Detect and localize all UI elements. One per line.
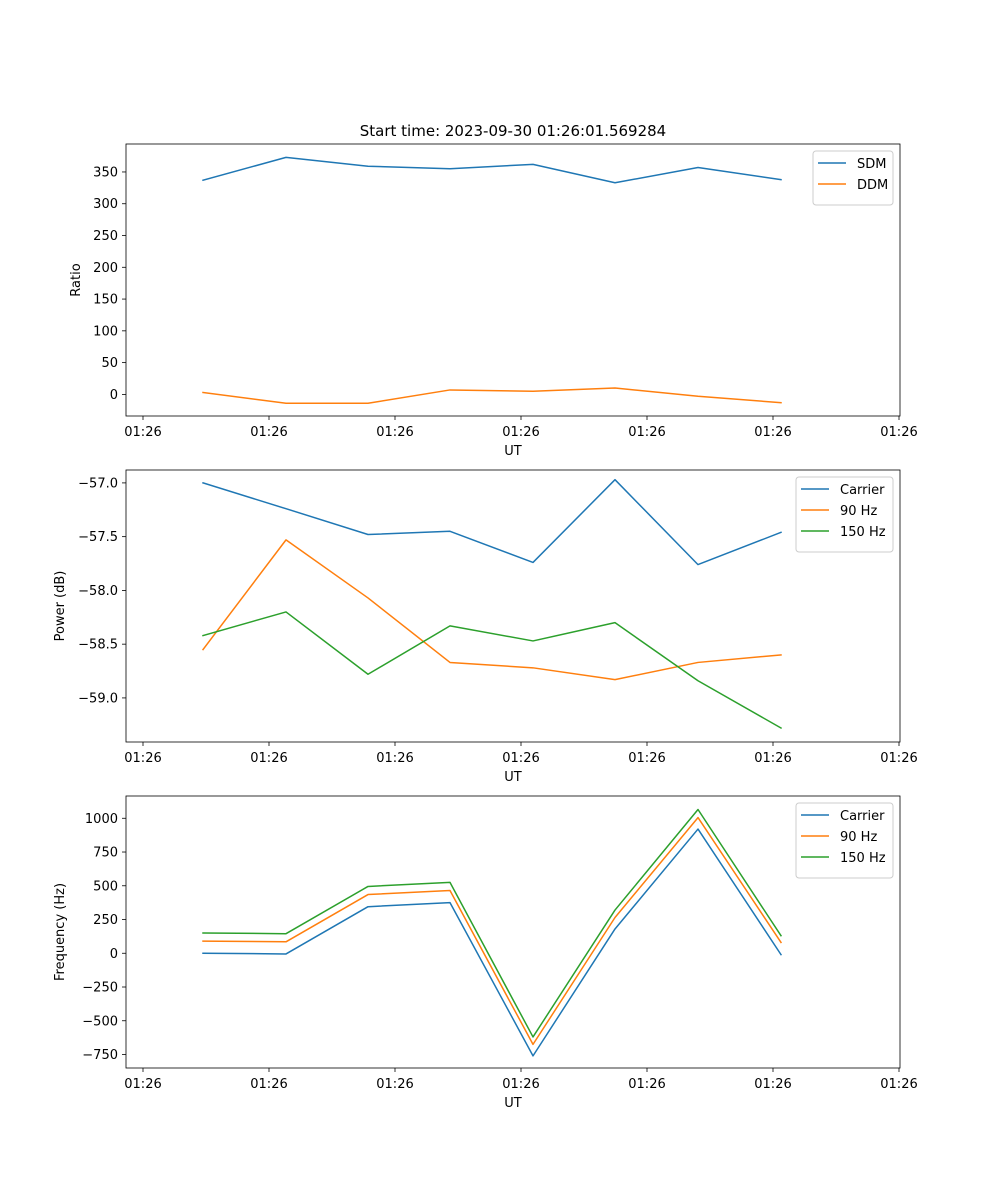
y-tick-label: −59.0 [78,691,118,706]
y-axis-label: Frequency (Hz) [53,883,68,981]
x-tick-label: 01:26 [124,751,161,766]
y-tick-label: 300 [93,197,118,212]
axes-frame [125,469,901,743]
series-line-150-hz [202,611,783,730]
x-tick-label: 01:26 [880,751,917,766]
y-tick-label: 0 [110,947,118,962]
y-tick-label: 500 [93,879,118,894]
y-tick-label: −58.5 [78,638,118,653]
y-tick-label: 750 [93,846,118,861]
x-tick-label: 01:26 [376,1077,413,1092]
x-tick-label: 01:26 [502,1077,539,1092]
y-tick-label: −57.0 [78,476,118,491]
x-tick-label: 01:26 [376,425,413,440]
legend: Carrier 90 Hz 150 Hz [795,802,894,879]
x-tick-label: 01:26 [880,425,917,440]
legend-label: Carrier [840,483,885,498]
x-tick-label: 01:26 [502,751,539,766]
axes-frame [125,143,901,417]
x-tick-label: 01:26 [124,425,161,440]
x-tick-label: 01:26 [754,1077,791,1092]
legend-frame [795,802,894,879]
y-tick-label: 150 [93,293,118,308]
y-tick-label: −750 [82,1048,118,1063]
series-line-90-hz [201,539,782,681]
x-tick-label: 01:26 [250,425,287,440]
y-tick-label: −500 [82,1014,118,1029]
series-line-ddm [202,387,782,405]
chart-title: Start time: 2023-09-30 01:26:01.569284 [360,122,666,140]
legend-label: 150 Hz [840,525,886,540]
x-tick-label: 01:26 [376,751,413,766]
legend-frame [795,476,894,553]
y-tick-label: 200 [93,261,118,276]
legend-label: 90 Hz [840,830,877,845]
legend-label: SDM [857,157,886,172]
y-tick-label: −250 [82,981,118,996]
x-tick-label: 01:26 [628,1077,665,1092]
x-tick-label: 01:26 [628,425,665,440]
chart-panel-2: 01:26 01:26 01:26 01:26 01:26 01:26 01:26 −59.0… [53,469,918,785]
y-tick-label: −57.5 [78,530,118,545]
x-axis-label: UT [504,444,522,459]
y-tick-label: 250 [93,913,118,928]
x-tick-label: 01:26 [754,425,791,440]
legend-frame [812,150,894,206]
y-tick-label: 50 [101,356,118,371]
legend: SDM DDM [812,150,894,206]
x-tick-label: 01:26 [124,1077,161,1092]
legend-label: 90 Hz [840,504,877,519]
y-tick-label: 350 [93,165,118,180]
x-tick-label: 01:26 [502,425,539,440]
axes-frame [125,795,901,1069]
x-axis-label: UT [504,1096,522,1111]
series-line-carrier [202,478,782,566]
y-tick-label: 1000 [85,812,118,827]
y-tick-label: 0 [110,388,118,403]
y-axis-label: Power (dB) [53,571,68,642]
series-line-sdm [202,156,782,184]
x-tick-label: 01:26 [880,1077,917,1092]
legend-label: Carrier [840,809,885,824]
y-tick-label: 250 [93,229,118,244]
legend-label: DDM [857,178,888,193]
x-tick-label: 01:26 [628,751,665,766]
y-tick-label: −58.0 [78,584,118,599]
chart-panel-3: 01:26 01:26 01:26 01:26 01:26 01:26 01:26 −750 −… [53,795,918,1111]
legend: Carrier 90 Hz 150 Hz [795,476,894,553]
series-line-150-hz [202,808,783,1038]
x-tick-label: 01:26 [754,751,791,766]
y-tick-label: 100 [93,324,118,339]
x-tick-label: 01:26 [250,751,287,766]
chart-panel-1: 01:26 01:26 01:26 01:26 01:26 01:26 01:26 0 50 10… [69,122,918,459]
legend-label: 150 Hz [840,851,886,866]
x-axis-label: UT [504,770,522,785]
series-line-carrier [202,828,783,1057]
x-tick-label: 01:26 [250,1077,287,1092]
y-axis-label: Ratio [69,263,84,296]
series-line-90-hz [202,816,783,1046]
